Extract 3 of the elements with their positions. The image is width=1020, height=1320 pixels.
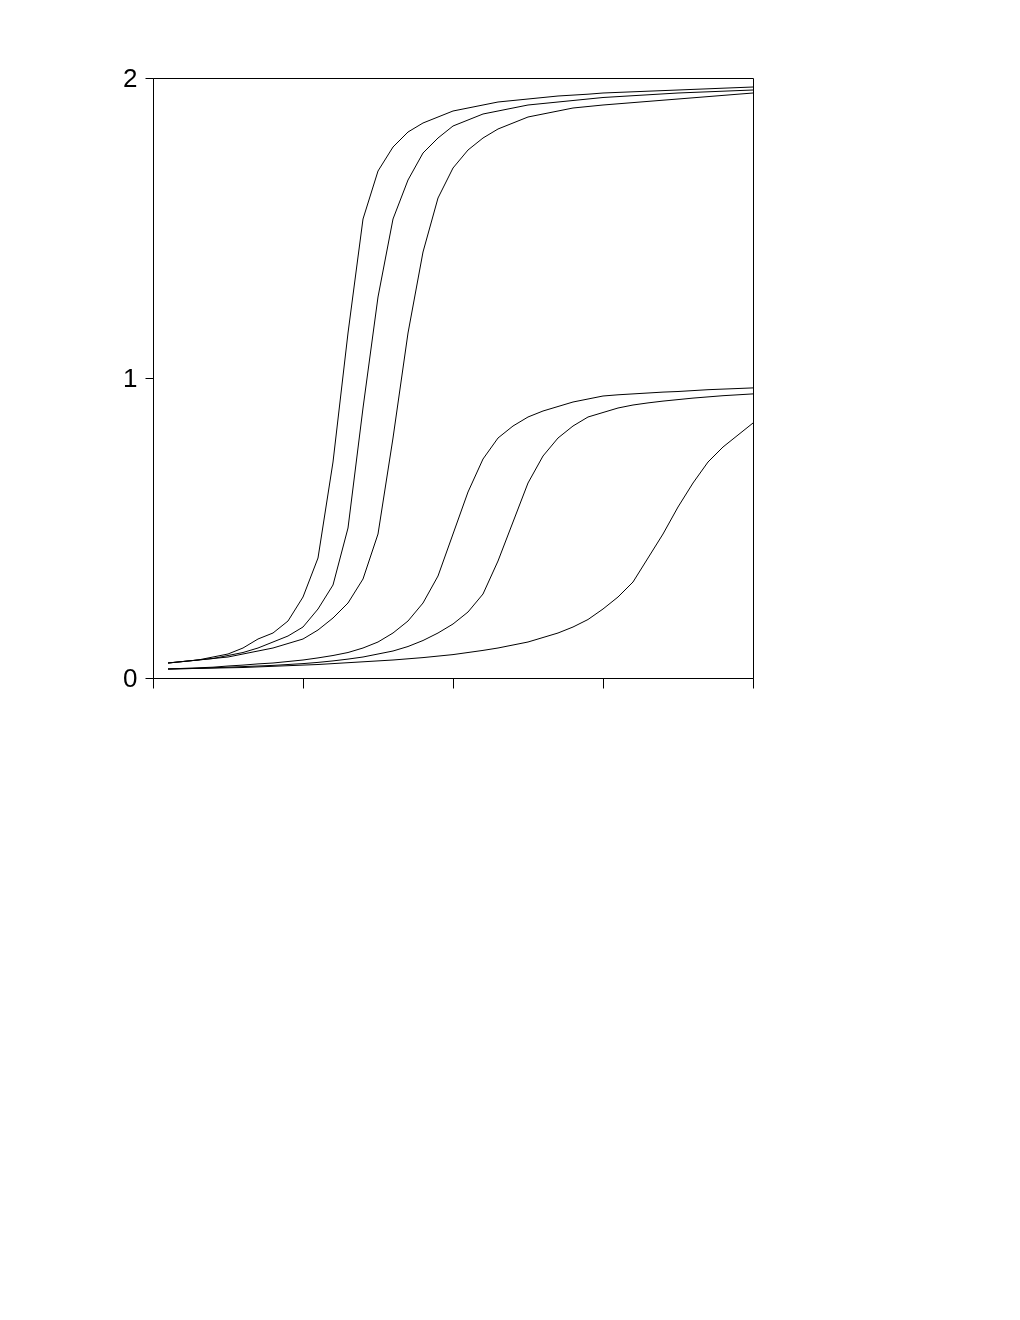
y-tick-label: 1 xyxy=(123,362,138,393)
y-tick-label: 0 xyxy=(123,662,138,693)
y-tick-label: 2 xyxy=(123,62,138,93)
